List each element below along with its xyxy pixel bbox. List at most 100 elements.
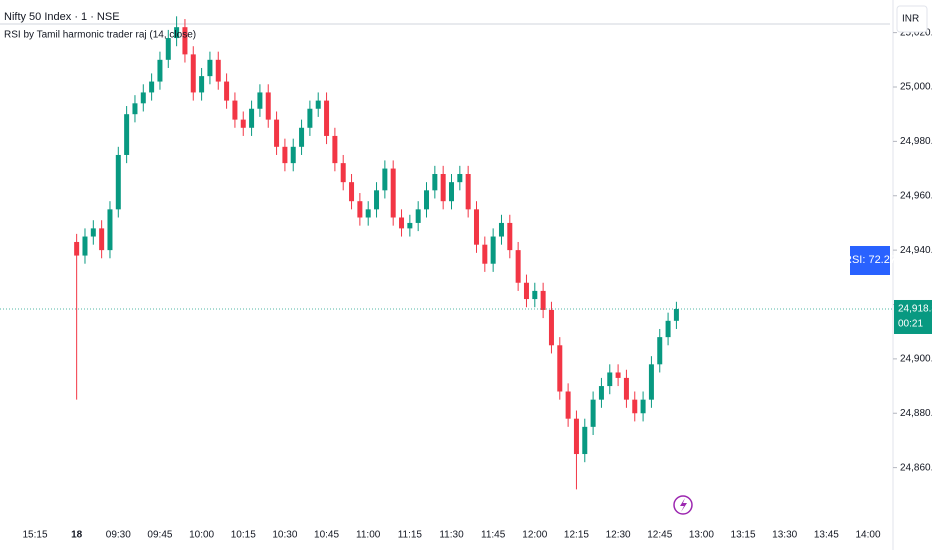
candle-body <box>224 81 230 101</box>
x-tick-label: 11:00 <box>356 530 381 541</box>
candle-body <box>482 244 488 264</box>
x-tick-label: 13:45 <box>814 530 839 541</box>
candle-body <box>215 59 221 82</box>
candle-body <box>473 209 479 245</box>
rsi-label: RSI: 72.27 <box>844 254 896 266</box>
candle-body <box>498 222 504 237</box>
candle-body <box>490 236 496 264</box>
x-tick-label: 14:00 <box>855 530 880 541</box>
x-tick-label: 15:15 <box>22 530 47 541</box>
candle-body <box>424 190 430 210</box>
candle-body <box>274 119 280 147</box>
x-tick-label: 13:30 <box>772 530 797 541</box>
x-tick-label: 12:45 <box>647 530 672 541</box>
candle-body <box>165 38 171 60</box>
candle-body <box>632 399 638 414</box>
candle-body <box>407 222 413 229</box>
x-tick-label: 10:00 <box>189 530 214 541</box>
candle-body <box>507 222 513 251</box>
candle-body <box>573 418 579 455</box>
x-tick-label: 13:00 <box>689 530 714 541</box>
x-tick-label: 12:30 <box>606 530 631 541</box>
candle-body <box>232 100 238 120</box>
candle-body <box>515 250 521 283</box>
x-tick-label: 10:15 <box>231 530 256 541</box>
countdown: 00:21 <box>898 319 923 330</box>
candle-body <box>340 163 346 183</box>
candle-body <box>590 399 596 427</box>
x-tick-label: 18 <box>71 530 83 541</box>
candle-body <box>149 81 155 93</box>
candle-body <box>157 59 163 82</box>
candle-body <box>449 182 454 202</box>
candle-body <box>457 174 463 183</box>
candle-body <box>565 391 571 419</box>
candle-body <box>607 372 613 387</box>
grid: 24,860.0024,880.0024,900.0024,920.0024,9… <box>22 27 932 540</box>
candle-body <box>265 92 271 120</box>
candle-body <box>665 320 671 338</box>
candle-body <box>90 228 96 237</box>
candle-body <box>324 100 330 136</box>
candle-body <box>540 290 546 310</box>
candle-body <box>132 103 138 115</box>
candle-body <box>349 182 355 202</box>
candle-body <box>557 345 563 392</box>
candle-body <box>307 108 313 128</box>
y-tick-label: 24,900.00 <box>900 354 932 365</box>
x-tick-label: 10:45 <box>314 530 339 541</box>
candle-body <box>207 59 213 77</box>
candle-body <box>107 209 113 251</box>
candle-body <box>249 108 255 128</box>
y-tick-label: 24,860.00 <box>900 462 932 473</box>
candle-body <box>357 201 363 218</box>
indicator-title: RSI by Tamil harmonic trader raj (14, cl… <box>4 30 196 41</box>
candle-body <box>299 127 305 147</box>
candle-body <box>399 217 405 229</box>
candle-body <box>332 135 338 164</box>
candle-body <box>548 309 554 346</box>
last-price-label: 24,918.35 <box>898 304 932 315</box>
x-tick-label: 11:15 <box>398 530 423 541</box>
y-tick-label: 24,960.00 <box>900 190 932 201</box>
candle-body <box>374 190 380 210</box>
rsi-badge <box>850 246 890 275</box>
candle-body <box>382 168 388 191</box>
candle-body <box>124 114 130 155</box>
event-bolt <box>680 498 687 512</box>
candle-body <box>648 364 654 400</box>
x-tick-label: 13:15 <box>731 530 756 541</box>
currency[interactable]: INR <box>902 14 919 25</box>
y-tick-label: 25,020.00 <box>900 27 932 38</box>
candle-body <box>182 27 188 55</box>
candle-body <box>315 100 321 109</box>
candle-body <box>365 209 371 218</box>
candle-body <box>174 27 180 39</box>
candle-body <box>523 282 529 300</box>
chart-title: Nifty 50 Index · 1 · NSE <box>4 11 120 23</box>
candle-body <box>532 290 538 300</box>
x-tick-label: 10:30 <box>272 530 297 541</box>
x-tick-label: 12:00 <box>522 530 547 541</box>
candle-body <box>240 119 246 128</box>
candle-body <box>282 146 288 164</box>
x-tick-label: 09:30 <box>106 530 131 541</box>
price-badge <box>894 299 932 334</box>
candle-body <box>74 241 80 256</box>
overlay: 24,918.35 00:21 <box>0 299 932 334</box>
candle-body <box>432 174 438 191</box>
candle-body <box>390 168 396 218</box>
y-tick-label: 24,940.00 <box>900 245 932 256</box>
candle-body <box>440 174 446 202</box>
candle-body <box>115 154 121 210</box>
currency-box[interactable] <box>896 5 928 33</box>
candle-body <box>582 426 588 455</box>
candle-body <box>673 308 679 321</box>
candle-body <box>190 54 196 93</box>
candle-body <box>99 228 105 251</box>
candle-body <box>657 337 663 365</box>
candle-body <box>640 399 646 414</box>
candle-body <box>615 372 621 378</box>
x-tick-label: 11:30 <box>439 530 464 541</box>
